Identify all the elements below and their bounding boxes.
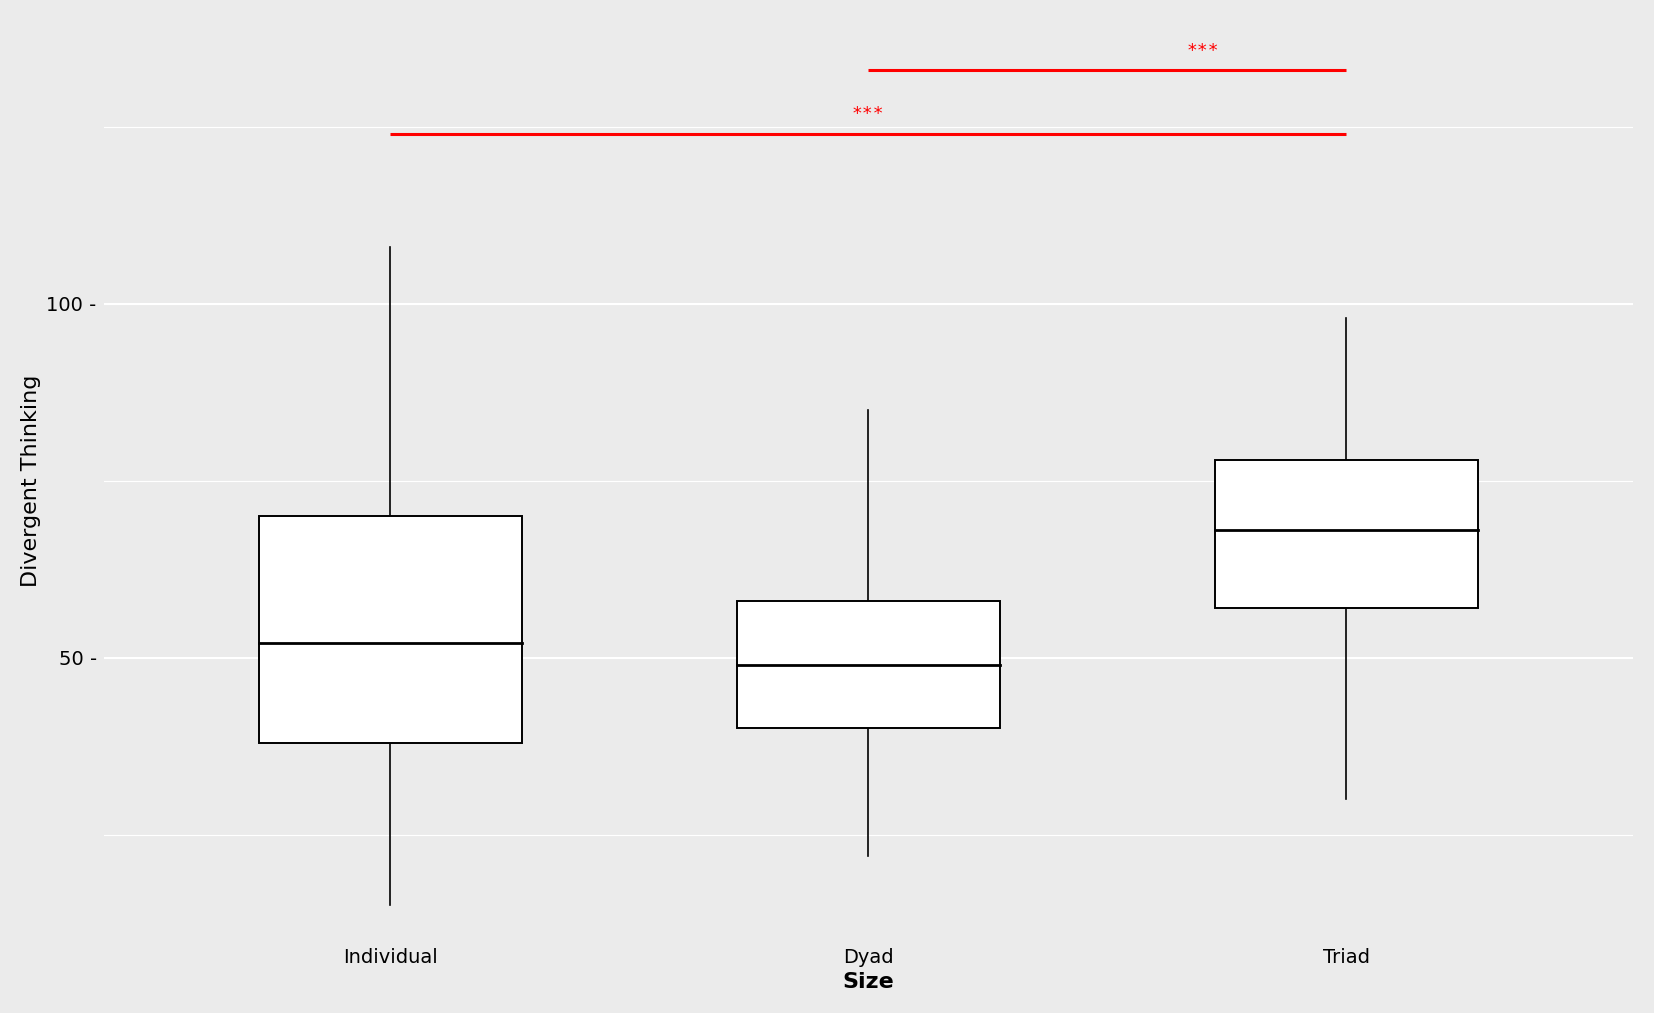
Bar bbox=[1216, 460, 1477, 608]
Text: ***: *** bbox=[852, 105, 885, 124]
Bar bbox=[738, 601, 999, 728]
Text: ***: *** bbox=[1186, 42, 1219, 60]
Y-axis label: Divergent Thinking: Divergent Thinking bbox=[22, 375, 41, 587]
Bar bbox=[260, 517, 521, 743]
X-axis label: Size: Size bbox=[842, 972, 895, 992]
